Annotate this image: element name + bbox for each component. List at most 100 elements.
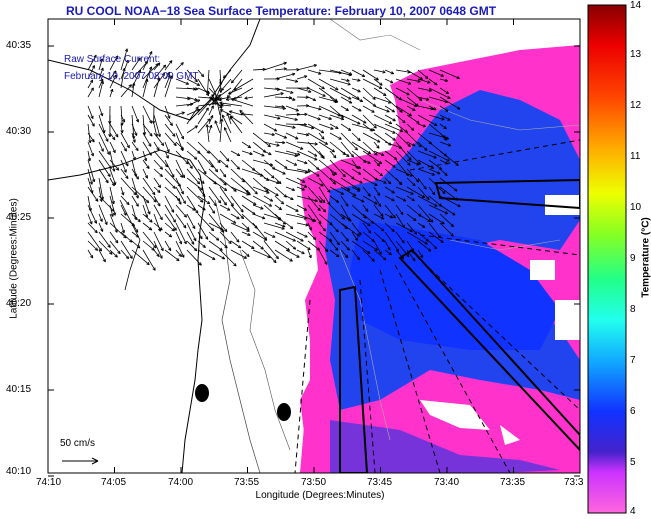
current-vector [175,141,184,150]
current-vector-head [180,148,184,152]
current-vector-head [168,72,171,76]
current-vector [142,66,152,89]
current-vector [373,96,392,104]
current-vector [120,231,133,243]
current-vector [285,231,304,242]
current-vector [395,222,413,232]
current-vector [285,240,297,250]
current-vector-head [157,204,161,207]
current-vector [351,168,362,175]
current-vector [164,150,169,159]
current-vector [87,79,94,89]
current-vector [219,159,229,168]
current-vector [197,78,210,96]
current-vector-head [91,181,93,185]
current-vector-head [350,155,354,158]
current-vector-head [393,158,397,160]
current-vector [98,195,115,212]
current-vector [87,141,94,157]
current-vector [395,96,418,107]
current-vector-head [123,149,127,152]
current-vector [230,249,247,259]
current-vector [87,159,95,183]
current-vector [230,204,244,219]
station-marker [277,403,291,421]
current-vector [219,150,230,162]
current-vector-head [338,72,342,75]
current-vector-head [163,73,165,77]
current-vector [208,204,215,214]
current-vector-head [115,135,119,138]
current-vector-head [379,174,383,177]
current-vector [109,55,118,71]
current-vector [373,195,382,207]
current-vector [318,132,325,140]
current-vector [285,123,307,126]
current-vector-head [408,158,412,161]
current-vector [208,249,225,260]
current-vector-head [135,195,139,199]
current-vector [87,177,93,194]
current-vector-head [129,240,133,243]
current-vector [274,168,286,175]
current-vector [417,105,434,110]
current-vector [329,96,337,103]
current-vector-head [347,84,351,86]
current-vector-head [321,137,325,140]
current-vector [230,168,245,183]
current-vector-head [273,261,277,264]
current-vector-head [145,201,149,204]
current-vector-head [417,79,421,83]
current-vector [351,249,360,261]
current-vector [87,123,91,143]
current-vector [406,186,426,198]
current-vector-head [109,252,113,255]
current-vector [285,168,308,174]
current-vector [406,240,415,252]
current-vector [395,69,411,73]
x-tick: 73:55 [234,477,260,488]
current-vector [197,222,209,240]
current-vector [384,249,392,256]
current-vector [428,150,450,162]
current-vector [215,96,221,116]
current-vector-head [331,173,335,177]
current-vector [417,231,429,242]
current-vector-head [159,77,161,81]
current-vector [307,168,320,177]
current-vector-head [120,130,123,134]
current-vector-head [224,127,227,130]
current-vector-head [240,217,244,220]
current-vector [186,159,193,169]
current-vector-head [110,214,114,217]
current-vector-head [428,90,432,92]
current-vector [109,132,116,141]
current-vector-head [357,80,361,82]
current-vector [406,123,415,131]
current-vector [384,204,396,219]
current-vector-head [252,245,255,249]
x-tick: 73:3 [564,477,584,488]
current-vector-head [214,120,218,123]
current-vector-head [378,162,382,165]
current-vector-head [267,145,271,148]
current-vector [175,112,185,116]
current-vector-head [334,248,339,251]
current-vector [142,204,148,218]
current-vector-head [368,231,372,234]
current-vector [274,87,294,94]
current-vector-head [226,159,230,162]
current-vector [120,114,126,123]
current-vector-head [133,217,137,221]
current-vector [274,123,296,129]
current-vector [120,68,125,89]
current-vector [175,240,185,258]
current-vector [329,186,344,195]
current-vector-head [193,249,197,252]
current-vector-head [349,218,352,222]
current-vector-head [197,109,201,112]
current-vector [439,177,458,192]
current-vector [373,240,382,255]
current-vector-head [220,230,225,233]
y-tick: 40:30 [6,126,32,137]
